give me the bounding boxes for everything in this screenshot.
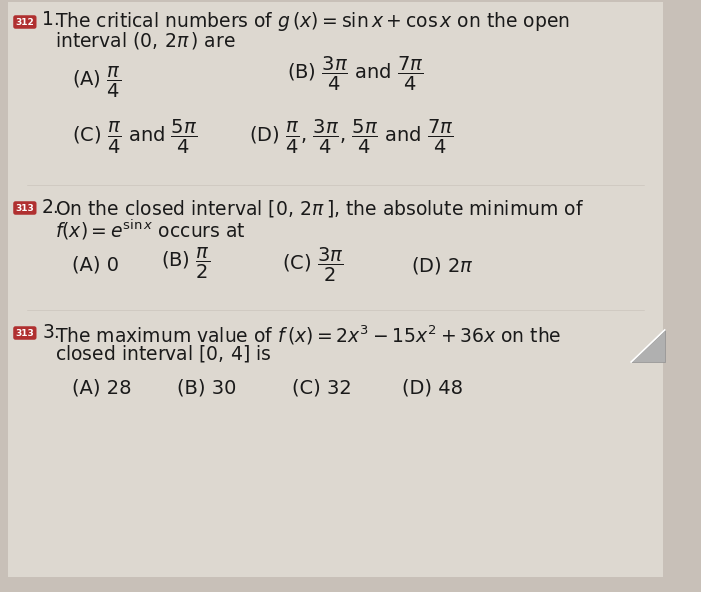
Text: (C) $\dfrac{\pi}{4}$ and $\dfrac{5\pi}{4}$: (C) $\dfrac{\pi}{4}$ and $\dfrac{5\pi}{4… [72,118,197,156]
Text: (B) 30: (B) 30 [177,378,236,397]
Text: 312: 312 [15,18,34,27]
Text: 313: 313 [15,329,34,337]
Text: (C) 32: (C) 32 [292,378,351,397]
Text: The maximum value of $f\,(x) = 2x^3 - 15x^2 + 36x$ on the: The maximum value of $f\,(x) = 2x^3 - 15… [55,323,562,346]
Text: (D) $2\pi$: (D) $2\pi$ [411,255,474,276]
Text: closed interval $[0,\,4]$ is: closed interval $[0,\,4]$ is [55,343,272,364]
Text: (D) $\dfrac{\pi}{4}$, $\dfrac{3\pi}{4}$, $\dfrac{5\pi}{4}$ and $\dfrac{7\pi}{4}$: (D) $\dfrac{\pi}{4}$, $\dfrac{3\pi}{4}$,… [249,118,454,156]
Text: (A) 0: (A) 0 [72,255,118,274]
Text: 1.: 1. [42,10,60,29]
Text: 2.: 2. [42,198,60,217]
Text: (B) $\dfrac{3\pi}{4}$ and $\dfrac{7\pi}{4}$: (B) $\dfrac{3\pi}{4}$ and $\dfrac{7\pi}{… [287,55,424,93]
Text: 3.: 3. [42,323,60,342]
Text: $f(x)=e^{\sin x}$ occurs at: $f(x)=e^{\sin x}$ occurs at [55,218,246,242]
Text: (D) 48: (D) 48 [402,378,463,397]
Text: On the closed interval $[0,\,2\pi\,]$, the absolute minimum of: On the closed interval $[0,\,2\pi\,]$, t… [55,198,585,219]
Text: The critical numbers of $g\,(x)=\sin x + \cos x$ on the open: The critical numbers of $g\,(x)=\sin x +… [55,10,571,33]
FancyBboxPatch shape [8,2,662,577]
Text: (A) 28: (A) 28 [72,378,131,397]
Text: (C) $\dfrac{3\pi}{2}$: (C) $\dfrac{3\pi}{2}$ [282,246,343,284]
Text: 313: 313 [15,204,34,213]
Text: interval $(0,\,2\pi\,)$ are: interval $(0,\,2\pi\,)$ are [55,30,236,51]
Text: (B) $\dfrac{\pi}{2}$: (B) $\dfrac{\pi}{2}$ [161,246,210,281]
Polygon shape [631,330,665,362]
Text: (A) $\dfrac{\pi}{4}$: (A) $\dfrac{\pi}{4}$ [72,65,121,100]
